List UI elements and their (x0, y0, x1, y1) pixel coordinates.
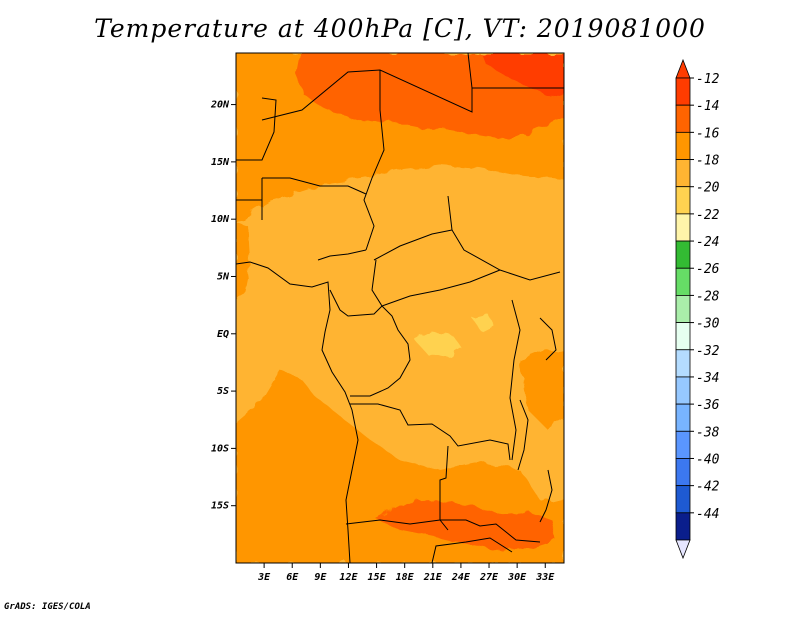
grads-credit: GrADS: IGES/COLA (4, 602, 91, 612)
field-minus-16-west (236, 222, 250, 300)
colorbar-swatch (675, 458, 691, 487)
west-borders (236, 97, 277, 201)
colorbar-label: -12 (696, 72, 720, 87)
chad-sudan (467, 53, 564, 112)
west-coastline (236, 261, 359, 563)
lon-label: 27E (479, 572, 499, 583)
colorbar-swatch (675, 77, 691, 106)
colorbar-swatch (675, 485, 691, 514)
lon-label: 18E (396, 572, 415, 583)
namibia-botswana (345, 519, 541, 543)
colorbar-label: -22 (696, 208, 720, 223)
colorbar-label: -28 (696, 289, 720, 304)
colorbar: -12 -14 -16 -18 -20 -22 -24 -26 -28 -30 -32 -34 -36 -… (675, 58, 720, 560)
colorbar-swatch (675, 213, 691, 242)
map-title: Temperature at 400hPa [C], VT: 201908100… (94, 14, 706, 43)
colorbar-label: -32 (696, 344, 720, 359)
lon-label: 3E (257, 572, 271, 583)
lat-label: 20N (210, 100, 230, 111)
map-axes: 3E 6E 9E 12E 15E 18E 21E 24E 27E 30E 33E 20N 15N 10N 5… (210, 100, 555, 583)
lon-label: 12E (339, 572, 358, 583)
colorbar-swatch (675, 512, 691, 541)
colorbar-swatch (675, 403, 691, 432)
colorbar-swatch (675, 349, 691, 378)
colorbar-swatch (675, 240, 691, 269)
colorbar-label: -30 (696, 317, 720, 332)
colorbar-label: -44 (696, 507, 719, 522)
field-minus-14-south (375, 500, 556, 550)
map-frame (235, 52, 565, 564)
car-border (371, 229, 501, 307)
colorbar-bottom-arrow (675, 539, 691, 560)
sudan-libya (363, 70, 385, 251)
colorbar-swatch (675, 186, 691, 215)
field-minus-20-patch (415, 332, 462, 356)
angola-zambia (439, 445, 449, 531)
colorbar-swatch (675, 376, 691, 405)
colorbar-swatch (675, 322, 691, 351)
colorbar-label: -20 (696, 181, 720, 196)
lat-label: EQ (217, 329, 229, 340)
congo-drc (350, 305, 411, 397)
lon-label: 24E (451, 572, 471, 583)
south-border (431, 537, 513, 563)
field-minus-16-coast (262, 370, 352, 500)
colorbar-label: -40 (696, 452, 720, 467)
colorbar-label: -34 (696, 371, 719, 386)
field-minus-14-north (296, 53, 564, 140)
field-minus-16-east (520, 350, 564, 430)
lon-label: 6E (286, 572, 299, 583)
colorbar-label: -14 (696, 99, 719, 114)
lat-label: 10S (211, 443, 229, 454)
nigeria-border (261, 177, 367, 261)
sudan-south (447, 195, 561, 281)
colorbar-swatch (675, 430, 691, 459)
lat-label: 10N (211, 214, 230, 225)
colorbar-swatch (675, 104, 691, 133)
cameroon-border (329, 289, 383, 317)
lon-label: 9E (314, 572, 327, 583)
colorbar-label: -36 (696, 398, 720, 413)
colorbar-swatch (675, 267, 691, 296)
lat-label: 5N (217, 271, 230, 282)
field-minus-12-northeast (480, 53, 564, 96)
colorbar-label: -42 (696, 480, 720, 495)
east-lakes (509, 299, 557, 471)
lat-label: 15S (211, 501, 229, 512)
colorbar-label: -24 (696, 235, 719, 250)
colorbar-label: -16 (696, 126, 720, 141)
borders (236, 53, 564, 563)
lon-label: 30E (507, 572, 527, 583)
colorbar-swatch (675, 295, 691, 323)
lake-malawi (539, 469, 553, 523)
temperature-shading (236, 53, 564, 563)
colorbar-swatch (675, 159, 691, 188)
colorbar-label: -18 (696, 154, 720, 169)
colorbar-label: -26 (696, 262, 720, 277)
field-minus-20-patch-2 (472, 314, 494, 332)
colorbar-swatch (675, 131, 691, 160)
lon-label: 21E (423, 572, 443, 583)
lat-label: 5S (217, 386, 229, 397)
lon-label: 15E (368, 572, 387, 583)
colorbar-label: -38 (696, 425, 720, 440)
drc-angola (350, 403, 511, 461)
colorbar-top-arrow (675, 58, 691, 79)
lon-label: 33E (535, 572, 555, 583)
lat-label: 15N (211, 157, 230, 168)
